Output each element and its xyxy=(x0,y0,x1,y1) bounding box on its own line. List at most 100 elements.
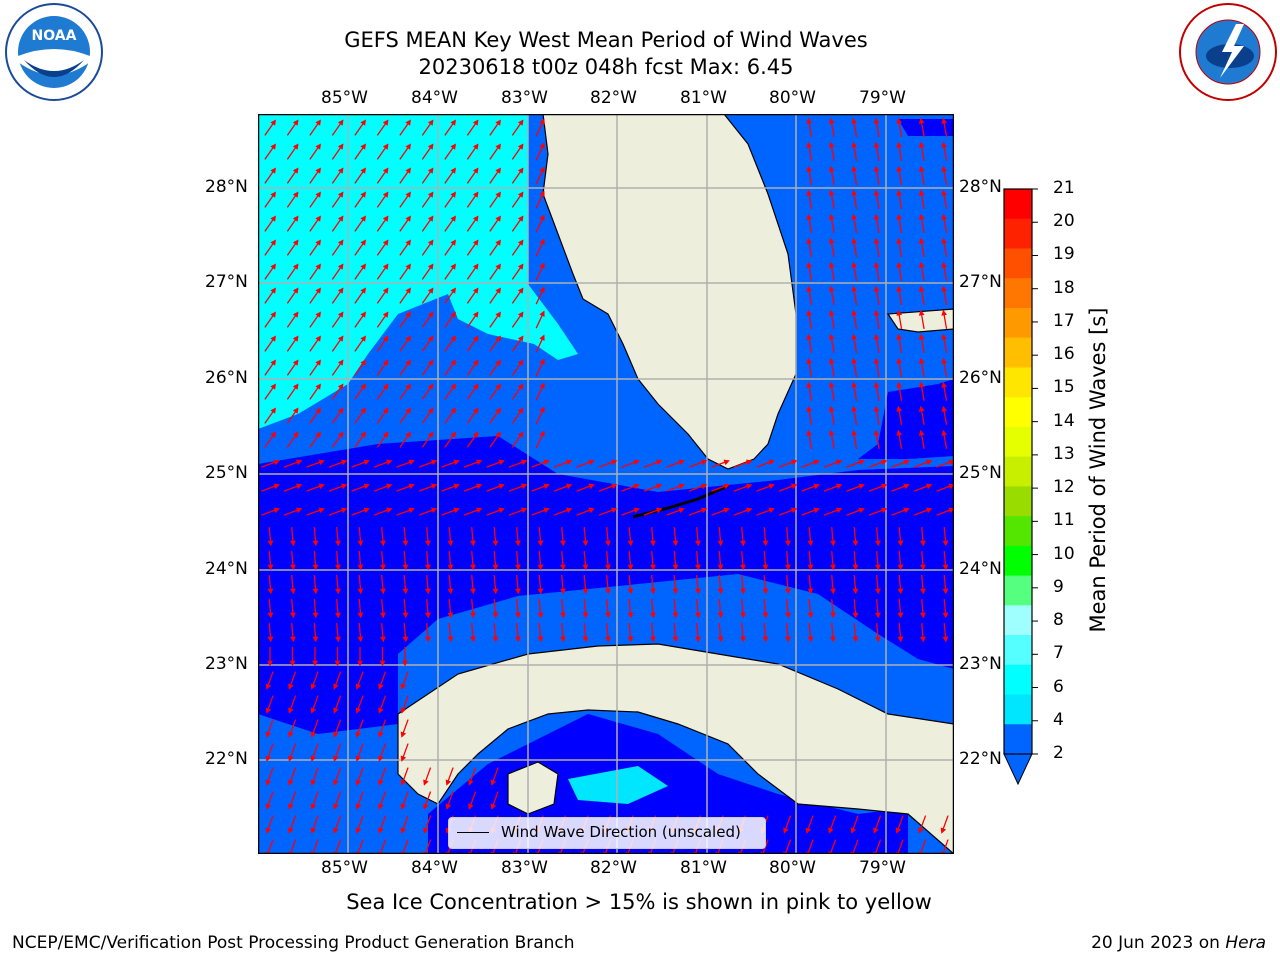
wave-direction-arrow xyxy=(941,285,948,305)
wave-direction-arrow xyxy=(290,598,296,619)
wave-direction-arrow xyxy=(492,526,499,547)
lon-label-top: 81°W xyxy=(680,88,727,108)
wave-direction-arrow xyxy=(331,359,344,376)
wave-direction-arrow xyxy=(357,526,364,547)
wave-direction-arrow xyxy=(807,622,814,643)
wave-direction-arrow xyxy=(941,189,948,209)
wave-direction-arrow xyxy=(400,671,409,690)
wave-direction-arrow xyxy=(868,459,888,468)
wave-direction-arrow xyxy=(463,507,483,516)
wave-direction-arrow xyxy=(376,335,389,352)
wave-direction-arrow xyxy=(807,598,814,619)
wave-direction-arrow xyxy=(309,287,321,304)
wave-direction-arrow xyxy=(376,263,389,280)
wave-direction-arrow xyxy=(421,287,434,304)
wave-direction-arrow xyxy=(267,647,273,667)
wave-direction-arrow xyxy=(261,507,280,516)
wave-direction-arrow xyxy=(695,598,701,619)
wave-direction-arrow xyxy=(531,459,550,468)
wave-direction-arrow xyxy=(489,167,501,184)
wave-direction-arrow xyxy=(918,405,925,425)
wave-direction-arrow xyxy=(941,117,948,137)
wave-direction-arrow xyxy=(310,815,319,834)
lat-label-left: 25°N xyxy=(205,463,248,483)
wave-direction-arrow xyxy=(421,119,434,136)
wave-direction-arrow xyxy=(941,429,948,449)
colorbar-tick-label: 4 xyxy=(1053,709,1064,730)
wave-direction-arrow xyxy=(445,767,454,786)
wave-direction-arrow xyxy=(537,574,544,595)
wave-direction-arrow xyxy=(873,405,880,425)
colorbar-segment xyxy=(1004,664,1032,696)
wave-direction-arrow xyxy=(373,483,393,492)
wave-direction-arrow xyxy=(444,311,456,328)
ice-note: Sea Ice Concentration > 15% is shown in … xyxy=(346,890,932,914)
wave-direction-arrow xyxy=(778,507,798,516)
wave-direction-arrow xyxy=(286,431,299,448)
wave-direction-arrow xyxy=(936,483,955,492)
wave-direction-arrow xyxy=(265,743,274,762)
wave-direction-arrow xyxy=(535,286,545,305)
wave-direction-arrow xyxy=(896,285,903,305)
land-bahamas xyxy=(886,308,955,333)
nws-logo xyxy=(1178,2,1278,106)
wave-direction-arrow xyxy=(717,550,724,571)
wave-direction-arrow xyxy=(828,165,835,185)
wave-direction-arrow xyxy=(535,238,545,257)
wave-direction-arrow xyxy=(672,598,679,619)
wave-direction-arrow xyxy=(535,334,545,353)
svg-text:NOAA: NOAA xyxy=(32,28,77,44)
wave-direction-arrow xyxy=(941,333,948,353)
wave-direction-arrow xyxy=(468,791,477,810)
wave-direction-arrow xyxy=(627,526,634,547)
wave-direction-arrow xyxy=(312,598,319,619)
wave-direction-arrow xyxy=(492,598,499,619)
colorbar-tick-label: 13 xyxy=(1053,443,1075,464)
colorbar-tick-label: 12 xyxy=(1053,477,1075,498)
wave-direction-arrow xyxy=(875,598,881,619)
wave-direction-arrow xyxy=(489,287,501,304)
wave-direction-arrow xyxy=(289,647,296,667)
wave-direction-arrow xyxy=(828,333,835,353)
wave-direction-arrow xyxy=(846,483,865,492)
wave-direction-arrow xyxy=(582,622,589,643)
wave-direction-arrow xyxy=(695,526,701,547)
wave-direction-arrow xyxy=(309,119,321,136)
wave-direction-arrow xyxy=(489,239,501,256)
wave-direction-arrow xyxy=(535,142,545,161)
colorbar-tick-label: 15 xyxy=(1053,377,1075,398)
lat-label-left: 22°N xyxy=(205,749,248,769)
wave-direction-arrow xyxy=(466,311,479,328)
wave-direction-arrow xyxy=(486,459,505,468)
wave-direction-arrow xyxy=(762,526,769,547)
wave-direction-arrow xyxy=(941,165,948,185)
wave-direction-arrow xyxy=(312,574,319,595)
wave-direction-arrow xyxy=(470,622,476,643)
wave-direction-arrow xyxy=(447,526,454,547)
wave-direction-arrow xyxy=(373,459,393,468)
wave-direction-arrow xyxy=(376,287,389,304)
wave-direction-arrow xyxy=(852,550,859,571)
wave-direction-arrow xyxy=(378,815,387,834)
wave-period-4-6-south xyxy=(568,766,668,804)
colorbar-tick-label: 14 xyxy=(1053,410,1075,431)
wave-direction-arrow xyxy=(627,622,634,643)
wave-direction-arrow xyxy=(873,429,880,449)
wave-direction-arrow xyxy=(515,574,521,595)
wave-direction-arrow xyxy=(762,622,769,643)
graticule xyxy=(258,114,954,854)
wave-direction-arrow xyxy=(444,287,456,304)
wave-direction-arrow xyxy=(283,507,303,516)
wave-direction-arrow xyxy=(756,459,775,468)
colorbar-segment xyxy=(1004,635,1032,666)
lat-label-right: 25°N xyxy=(959,463,1002,483)
wave-direction-arrow xyxy=(511,407,524,424)
lat-label-left: 28°N xyxy=(205,177,248,197)
wave-direction-arrow xyxy=(444,167,456,184)
colorbar-segment xyxy=(1004,248,1032,279)
wave-direction-arrow xyxy=(873,261,880,281)
wave-direction-arrow xyxy=(309,215,321,232)
wave-direction-arrow xyxy=(402,526,409,547)
wave-direction-arrow xyxy=(785,550,791,571)
wave-direction-arrow xyxy=(378,791,387,810)
